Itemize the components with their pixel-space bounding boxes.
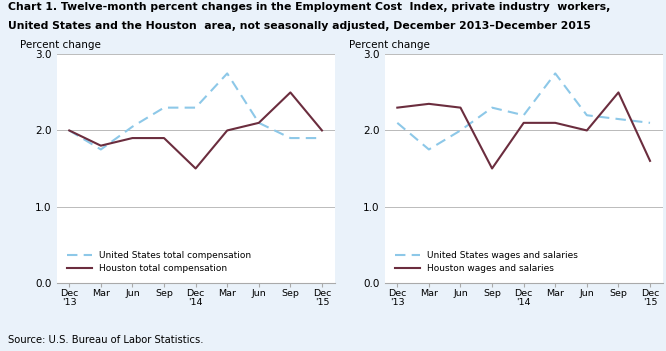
Houston total compensation (255, 121, 263, 125)
United States wages and salaries (456, 128, 464, 133)
United States wages and salaries (551, 71, 559, 75)
Text: Percent change: Percent change (348, 40, 430, 50)
Houston total compensation (318, 128, 326, 133)
Houston wages and salaries (425, 102, 433, 106)
Legend: United States total compensation, Houston total compensation: United States total compensation, Housto… (64, 249, 254, 276)
Text: United States and the Houston  area, not seasonally adjusted, December 2013–Dece: United States and the Houston area, not … (8, 21, 591, 31)
Houston total compensation (129, 136, 137, 140)
Houston wages and salaries (583, 128, 591, 133)
Houston wages and salaries (456, 106, 464, 110)
Houston total compensation (192, 166, 200, 171)
United States wages and salaries (615, 117, 623, 121)
United States total compensation (129, 125, 137, 129)
United States total compensation (192, 106, 200, 110)
United States total compensation (318, 136, 326, 140)
Houston total compensation (160, 136, 168, 140)
Houston total compensation (97, 144, 105, 148)
United States total compensation (223, 71, 231, 75)
Text: Source: U.S. Bureau of Labor Statistics.: Source: U.S. Bureau of Labor Statistics. (8, 335, 204, 345)
Houston wages and salaries (488, 166, 496, 171)
United States wages and salaries (488, 106, 496, 110)
United States wages and salaries (519, 113, 527, 117)
Line: United States total compensation: United States total compensation (69, 73, 322, 150)
United States total compensation (97, 147, 105, 152)
United States wages and salaries (583, 113, 591, 117)
United States total compensation (160, 106, 168, 110)
Text: Percent change: Percent change (21, 40, 101, 50)
United States wages and salaries (646, 121, 654, 125)
Houston total compensation (223, 128, 231, 133)
Line: Houston total compensation: Houston total compensation (69, 92, 322, 168)
Houston total compensation (286, 90, 294, 94)
Houston wages and salaries (551, 121, 559, 125)
Houston wages and salaries (615, 90, 623, 94)
Houston wages and salaries (519, 121, 527, 125)
United States wages and salaries (394, 121, 402, 125)
Houston total compensation (65, 128, 73, 133)
United States wages and salaries (425, 147, 433, 152)
United States total compensation (286, 136, 294, 140)
Houston wages and salaries (394, 106, 402, 110)
United States total compensation (65, 128, 73, 133)
Text: Chart 1. Twelve-month percent changes in the Employment Cost  Index, private ind: Chart 1. Twelve-month percent changes in… (8, 2, 610, 12)
Line: Houston wages and salaries: Houston wages and salaries (398, 92, 650, 168)
Line: United States wages and salaries: United States wages and salaries (398, 73, 650, 150)
United States total compensation (255, 121, 263, 125)
Legend: United States wages and salaries, Houston wages and salaries: United States wages and salaries, Housto… (392, 249, 581, 276)
Houston wages and salaries (646, 159, 654, 163)
